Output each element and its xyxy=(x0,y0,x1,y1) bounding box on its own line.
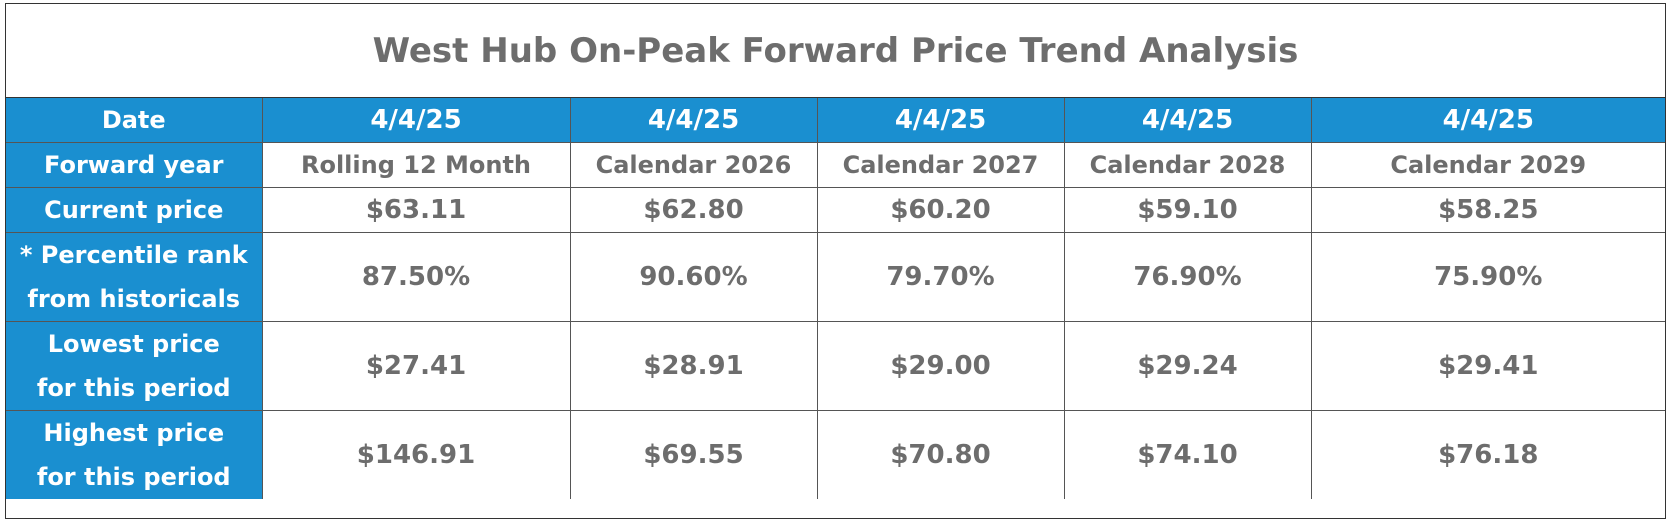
current-price-cell: $63.11 xyxy=(261,186,571,233)
lowest-price-cell: $29.24 xyxy=(1063,320,1312,411)
current-price-cell: $59.10 xyxy=(1063,186,1312,233)
row-label-forward-year: Forward year xyxy=(6,141,263,188)
date-cell: 4/4/25 xyxy=(1310,98,1665,143)
highest-price-cell: $74.10 xyxy=(1063,409,1312,499)
highest-price-cell: $70.80 xyxy=(816,409,1065,499)
forward-year-cell: Calendar 2027 xyxy=(816,141,1065,188)
date-cell: 4/4/25 xyxy=(569,98,818,143)
highest-price-cell: $69.55 xyxy=(569,409,818,499)
table-row-current-price: Current price $63.11 $62.80 $60.20 $59.1… xyxy=(6,186,1665,233)
row-label-lowest-price: Lowest price for this period xyxy=(6,320,263,411)
price-trend-table-frame: West Hub On-Peak Forward Price Trend Ana… xyxy=(5,3,1666,519)
table-row-date: Date 4/4/25 4/4/25 4/4/25 4/4/25 4/4/25 xyxy=(6,98,1665,143)
current-price-cell: $62.80 xyxy=(569,186,818,233)
current-price-cell: $58.25 xyxy=(1310,186,1665,233)
row-label-line: Lowest price xyxy=(47,329,220,358)
forward-price-table: Date 4/4/25 4/4/25 4/4/25 4/4/25 4/4/25 … xyxy=(6,98,1665,499)
row-label-highest-price: Highest price for this period xyxy=(6,409,263,499)
row-label-line: for this period xyxy=(36,462,231,491)
table-title: West Hub On-Peak Forward Price Trend Ana… xyxy=(6,4,1665,98)
percentile-rank-cell: 87.50% xyxy=(261,231,571,322)
percentile-rank-cell: 90.60% xyxy=(569,231,818,322)
current-price-cell: $60.20 xyxy=(816,186,1065,233)
forward-year-cell: Rolling 12 Month xyxy=(261,141,571,188)
percentile-rank-cell: 79.70% xyxy=(816,231,1065,322)
highest-price-cell: $76.18 xyxy=(1310,409,1665,499)
table-row-forward-year: Forward year Rolling 12 Month Calendar 2… xyxy=(6,141,1665,188)
table-row-lowest-price: Lowest price for this period $27.41 $28.… xyxy=(6,320,1665,411)
percentile-rank-cell: 75.90% xyxy=(1310,231,1665,322)
lowest-price-cell: $29.41 xyxy=(1310,320,1665,411)
table-row-percentile-rank: * Percentile rank from historicals 87.50… xyxy=(6,231,1665,322)
lowest-price-cell: $27.41 xyxy=(261,320,571,411)
lowest-price-cell: $28.91 xyxy=(569,320,818,411)
row-label-current-price: Current price xyxy=(6,186,263,233)
row-label-line: from historicals xyxy=(27,284,241,313)
highest-price-cell: $146.91 xyxy=(261,409,571,499)
row-label-line: Highest price xyxy=(43,418,225,447)
date-cell: 4/4/25 xyxy=(261,98,571,143)
row-label-percentile-rank: * Percentile rank from historicals xyxy=(6,231,263,322)
forward-year-cell: Calendar 2026 xyxy=(569,141,818,188)
row-label-line: * Percentile rank xyxy=(19,240,248,269)
table-row-highest-price: Highest price for this period $146.91 $6… xyxy=(6,409,1665,499)
date-cell: 4/4/25 xyxy=(1063,98,1312,143)
date-cell: 4/4/25 xyxy=(816,98,1065,143)
percentile-rank-cell: 76.90% xyxy=(1063,231,1312,322)
forward-year-cell: Calendar 2028 xyxy=(1063,141,1312,188)
row-label-line: for this period xyxy=(36,373,231,402)
lowest-price-cell: $29.00 xyxy=(816,320,1065,411)
row-label-date: Date xyxy=(6,98,263,143)
forward-year-cell: Calendar 2029 xyxy=(1310,141,1665,188)
